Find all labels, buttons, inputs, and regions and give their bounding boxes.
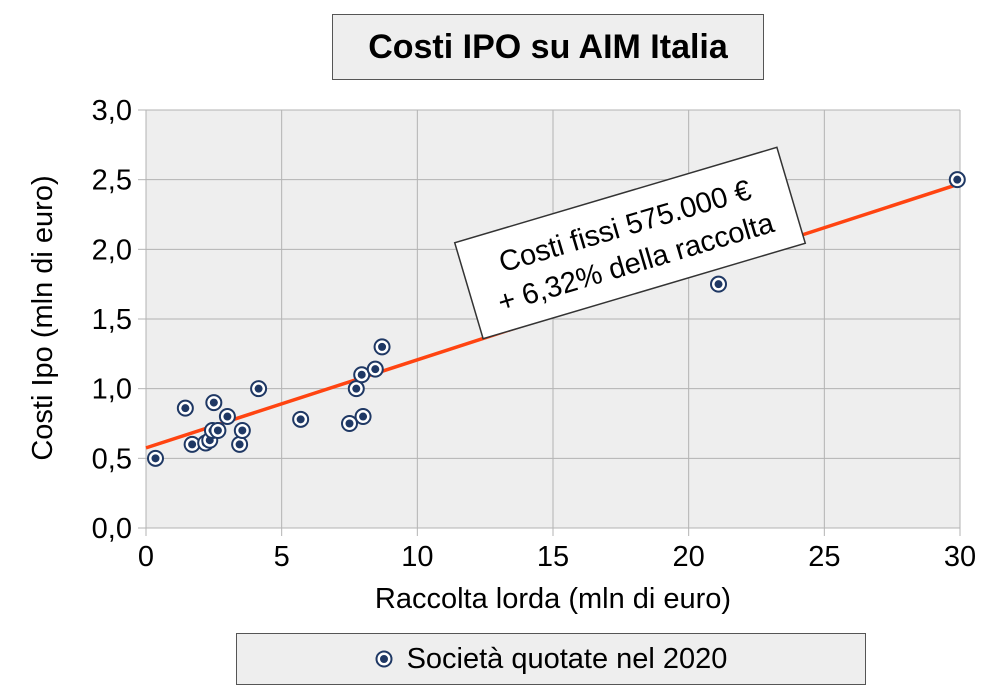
- data-point: [233, 421, 251, 439]
- data-point: [948, 171, 966, 189]
- x-tick-label: 25: [808, 541, 840, 573]
- data-point-dot: [235, 440, 244, 449]
- legend-marker-icon: [375, 650, 393, 668]
- x-tick-label: 30: [944, 541, 976, 573]
- y-tick-label: 1,5: [92, 304, 132, 336]
- tick-labels: 0 5 10 15 20 25 30 0,0 0,5 1,0 1,5 2,0 2,5 3,0: [92, 95, 976, 573]
- data-point-dot: [188, 440, 197, 449]
- data-point: [176, 399, 194, 417]
- data-point-dot: [359, 412, 368, 421]
- data-point: [205, 394, 223, 412]
- x-tick-label: 10: [401, 541, 433, 573]
- data-point: [354, 408, 372, 426]
- x-tick-label: 0: [138, 541, 154, 573]
- data-point: [373, 338, 391, 356]
- data-point-dot: [209, 398, 218, 407]
- chart-title-box: Costi IPO su AIM Italia: [332, 14, 764, 80]
- data-point-dot: [378, 342, 387, 351]
- data-point-dot: [181, 404, 190, 413]
- legend: Società quotate nel 2020: [236, 633, 866, 685]
- y-tick-label: 3,0: [92, 95, 132, 127]
- y-tick-label: 2,0: [92, 234, 132, 266]
- legend-label: Società quotate nel 2020: [406, 642, 728, 675]
- data-points: [146, 171, 966, 467]
- x-axis-label: Raccolta lorda (mln di euro): [375, 583, 731, 615]
- data-point-dot: [296, 415, 305, 424]
- data-point-dot: [953, 175, 962, 184]
- data-point: [347, 380, 365, 398]
- x-tick-label: 20: [673, 541, 705, 573]
- data-point-dot: [238, 426, 247, 435]
- data-point: [231, 435, 249, 453]
- data-point: [366, 360, 384, 378]
- data-point: [146, 449, 164, 467]
- data-point-dot: [254, 384, 263, 393]
- data-point-dot: [352, 384, 361, 393]
- data-point: [710, 275, 728, 293]
- data-point-dot: [345, 419, 354, 428]
- chart-title: Costi IPO su AIM Italia: [368, 27, 728, 66]
- data-point-dot: [223, 412, 232, 421]
- data-point-dot: [714, 280, 723, 289]
- data-point-dot: [151, 454, 160, 463]
- data-point: [218, 408, 236, 426]
- y-tick-label: 1,0: [92, 374, 132, 406]
- y-tick-label: 0,0: [92, 513, 132, 545]
- x-tick-label: 5: [274, 541, 290, 573]
- data-point-dot: [213, 426, 222, 435]
- data-point-dot: [357, 370, 366, 379]
- y-axis-label: Costi Ipo (mln di euro): [27, 175, 59, 460]
- axes: [138, 109, 961, 536]
- data-point: [292, 410, 310, 428]
- data-point: [209, 421, 227, 439]
- x-tick-label: 15: [537, 541, 569, 573]
- y-tick-label: 0,5: [92, 443, 132, 475]
- data-point: [341, 415, 358, 432]
- data-point: [250, 380, 268, 398]
- data-point-dot: [371, 365, 380, 374]
- y-tick-label: 2,5: [92, 165, 132, 197]
